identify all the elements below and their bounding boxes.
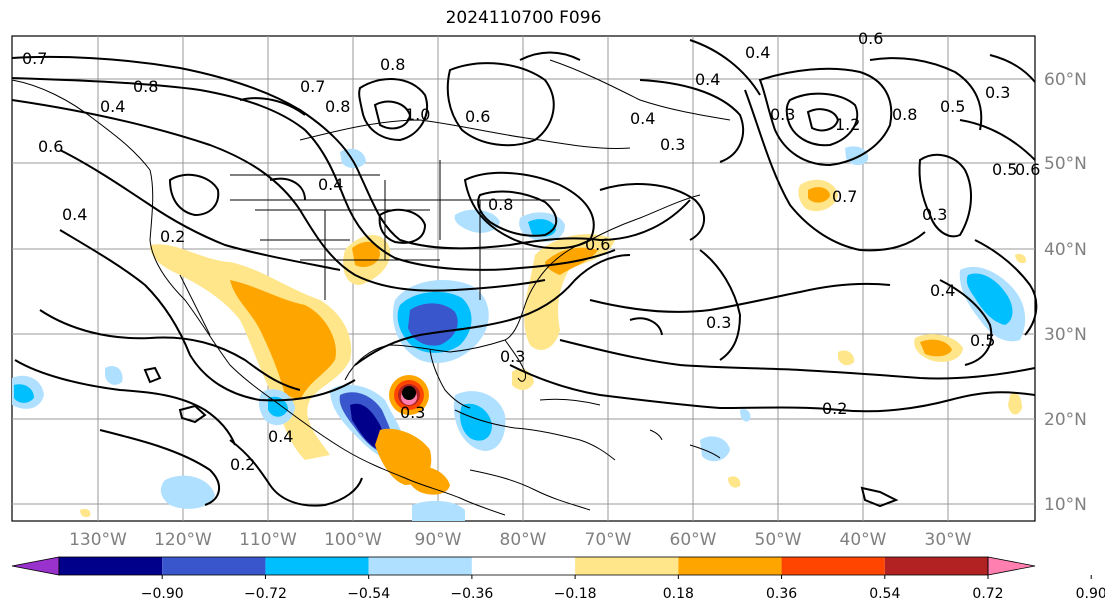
colorbar: −0.90 −0.72 −0.54 −0.36 −0.18 0.18 0.36 0.54 0.7…	[11, 556, 1105, 602]
contour-label: 0.3	[770, 105, 795, 124]
colorbar-tick-label: −0.36	[450, 586, 493, 602]
contour-label: 0.4	[630, 109, 655, 128]
contour-label: 0.7	[300, 77, 325, 96]
colorbar-segment	[678, 557, 782, 575]
longitude-label: 60°W	[670, 530, 717, 550]
colorbar-segment	[575, 557, 679, 575]
colorbar-tick-label: −0.54	[347, 586, 390, 602]
contour-label: 0.3	[500, 347, 525, 366]
contour-label: 0.7	[832, 187, 857, 206]
contour-label: 0.6	[1015, 160, 1040, 179]
contour-label: 0.4	[318, 175, 343, 194]
latitude-label: 10°N	[1044, 495, 1087, 515]
contour-label: 0.3	[706, 313, 731, 332]
contour-label: 0.6	[465, 107, 490, 126]
colorbar-tick-label: 0.36	[766, 586, 797, 602]
latitude-label: 20°N	[1044, 410, 1087, 430]
contour-label: 1.0	[405, 105, 430, 124]
contour-label: 0.5	[970, 331, 995, 350]
longitude-label: 90°W	[415, 530, 462, 550]
contour-label: 0.7	[22, 49, 47, 68]
contour-label: 0.3	[922, 205, 947, 224]
contour-label: 0.2	[160, 227, 185, 246]
colorbar-segment	[59, 557, 163, 575]
contour-label: 0.4	[100, 97, 125, 116]
longitude-label: 30°W	[925, 530, 972, 550]
longitude-labels: 130°W 120°W 110°W 100°W 90°W 80°W 70°W 6…	[69, 530, 972, 550]
colorbar-extend-high	[987, 556, 1036, 576]
contour-label: 0.5	[992, 160, 1017, 179]
longitude-label: 120°W	[154, 530, 212, 550]
coastlines	[11, 59, 731, 516]
contour-label: 0.3	[660, 135, 685, 154]
colorbar-tick-label: 0.54	[869, 586, 900, 602]
contour-label: 0.2	[230, 455, 255, 474]
colorbar-segment	[781, 557, 885, 575]
colorbar-segment	[368, 557, 472, 575]
colorbar-segment	[265, 557, 369, 575]
colorbar-tick-label: 0.18	[663, 586, 694, 602]
colorbar-extend-low	[11, 556, 60, 576]
colorbar-tick-label: 0.90	[1076, 586, 1105, 602]
latitude-label: 40°N	[1044, 240, 1087, 260]
colorbar-tick-label: −0.18	[554, 586, 597, 602]
colorbar-border	[58, 556, 989, 576]
contour-label: 0.4	[695, 70, 720, 89]
contour-label: 1.2	[835, 115, 860, 134]
contour-label: 0.8	[488, 195, 513, 214]
latitude-label: 30°N	[1044, 325, 1087, 345]
colorbar-tick-label: −0.90	[141, 586, 184, 602]
colorbar-tick-label: 0.72	[972, 586, 1003, 602]
longitude-label: 80°W	[500, 530, 547, 550]
longitude-label: 110°W	[239, 530, 297, 550]
contour-lines	[11, 39, 1038, 508]
colorbar-tick-label: −0.72	[244, 586, 287, 602]
latitude-label: 60°N	[1044, 70, 1087, 90]
longitude-label: 70°W	[585, 530, 632, 550]
contour-label: 0.8	[380, 55, 405, 74]
longitude-label: 100°W	[324, 530, 382, 550]
contour-label: 0.8	[325, 97, 350, 116]
contour-label: 0.5	[940, 97, 965, 116]
contour-label: 0.3	[985, 83, 1010, 102]
map-title: 2024110700 F096	[445, 8, 602, 28]
longitude-label: 130°W	[69, 530, 127, 550]
contour-label: 0.8	[133, 77, 158, 96]
longitude-label: 40°W	[840, 530, 887, 550]
contour-label: 0.4	[930, 281, 955, 300]
contour-label: 0.6	[858, 29, 883, 48]
anomaly-shading	[12, 146, 1027, 521]
colorbar-segment	[884, 557, 988, 575]
colorbar-segment	[162, 557, 266, 575]
longitude-label: 50°W	[755, 530, 802, 550]
latitude-label: 50°N	[1044, 154, 1087, 174]
contour-label: 0.8	[892, 105, 917, 124]
contour-labels: 0.7 0.8 0.8 0.7 0.8 1.0 0.6 0.4 0.3 0.4 …	[22, 29, 1040, 474]
contour-label: 0.6	[38, 137, 63, 156]
latitude-labels: 60°N 50°N 40°N 30°N 20°N 10°N	[1044, 70, 1087, 515]
colorbar-segment	[471, 557, 576, 575]
contour-label: 0.4	[268, 427, 293, 446]
contour-label: 0.2	[822, 399, 847, 418]
contour-label: 0.6	[585, 235, 610, 254]
contour-label: 0.4	[62, 205, 87, 224]
contour-label: 0.4	[745, 43, 770, 62]
contour-label: 0.3	[400, 403, 425, 422]
